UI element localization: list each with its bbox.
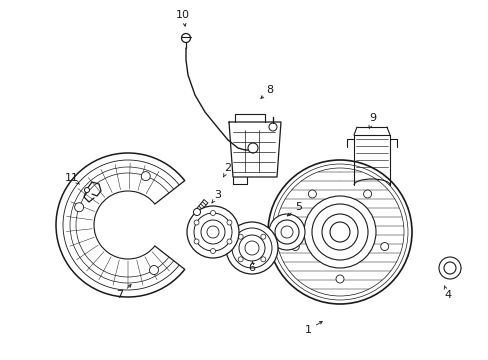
Circle shape (181, 33, 190, 42)
Circle shape (443, 262, 455, 274)
Circle shape (75, 203, 83, 212)
Circle shape (308, 190, 316, 198)
Text: 11: 11 (65, 173, 79, 183)
Circle shape (194, 213, 231, 251)
Circle shape (231, 228, 271, 268)
Circle shape (194, 239, 199, 244)
Circle shape (206, 226, 219, 238)
Circle shape (226, 220, 231, 225)
Circle shape (311, 204, 367, 260)
Circle shape (247, 143, 258, 153)
Circle shape (268, 123, 276, 131)
Circle shape (201, 220, 224, 244)
Circle shape (141, 172, 150, 181)
Circle shape (260, 257, 265, 262)
Circle shape (193, 208, 200, 216)
Text: 8: 8 (266, 85, 273, 95)
Circle shape (281, 226, 292, 238)
Circle shape (225, 222, 278, 274)
Circle shape (335, 275, 343, 283)
Text: 4: 4 (444, 290, 450, 300)
Circle shape (363, 190, 371, 198)
Circle shape (149, 266, 158, 275)
Text: 10: 10 (176, 10, 190, 20)
Circle shape (194, 220, 199, 225)
Text: 2: 2 (224, 163, 231, 173)
Circle shape (210, 248, 215, 253)
Circle shape (260, 234, 265, 239)
Circle shape (238, 234, 243, 239)
Circle shape (244, 241, 259, 255)
Circle shape (291, 243, 299, 251)
Circle shape (438, 257, 460, 279)
Text: 7: 7 (116, 290, 123, 300)
Text: 9: 9 (368, 113, 376, 123)
Circle shape (329, 222, 349, 242)
Circle shape (186, 206, 239, 258)
Text: 1: 1 (304, 325, 311, 335)
Circle shape (268, 214, 305, 250)
Text: 6: 6 (248, 263, 255, 273)
Circle shape (304, 196, 375, 268)
Text: 5: 5 (295, 202, 302, 212)
Circle shape (238, 257, 243, 262)
Circle shape (226, 239, 231, 244)
Circle shape (84, 188, 89, 193)
Circle shape (380, 243, 388, 251)
Circle shape (321, 214, 357, 250)
Circle shape (210, 211, 215, 216)
Circle shape (274, 220, 298, 244)
Circle shape (239, 235, 264, 261)
Text: 3: 3 (214, 190, 221, 200)
